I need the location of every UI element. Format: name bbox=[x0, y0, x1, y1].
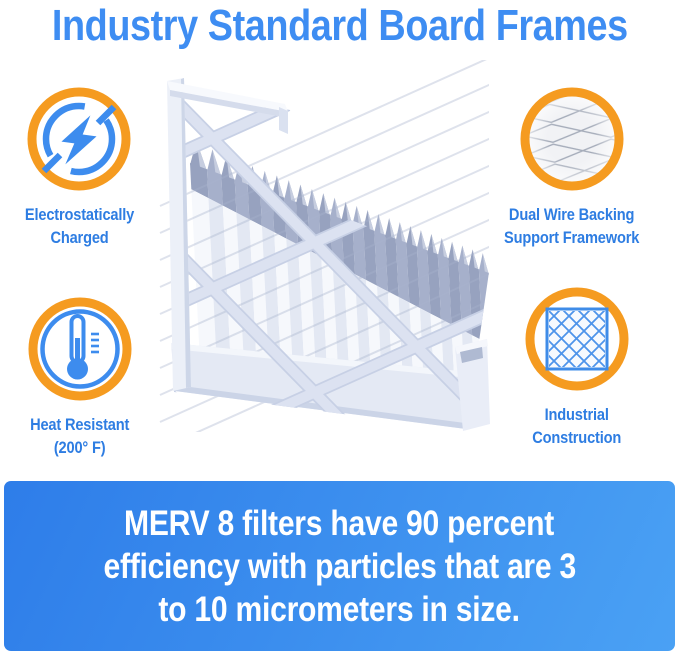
feature-electrostatically-charged: Electrostatically Charged bbox=[9, 86, 149, 249]
lattice-grid-icon bbox=[525, 287, 629, 391]
feature-industrial-construction: Industrial Construction bbox=[497, 286, 657, 449]
feature-label: Electrostatically Charged bbox=[24, 205, 134, 247]
page-title: Industry Standard Board Frames bbox=[51, 1, 628, 50]
wire-mesh-icon bbox=[520, 87, 624, 191]
feature-label: Heat Resistant (200° F) bbox=[30, 415, 130, 457]
feature-label: Industrial Construction bbox=[532, 405, 622, 447]
merv-rating-banner: MERV 8 filters have 90 percent efficienc… bbox=[4, 481, 675, 651]
banner-line: efficiency with particles that are 3 bbox=[103, 546, 576, 586]
thermometer-icon bbox=[28, 297, 132, 401]
lightning-icon bbox=[27, 87, 131, 191]
feature-dual-wire-backing: Dual Wire Backing Support Framework bbox=[492, 86, 652, 249]
feature-heat-resistant: Heat Resistant (200° F) bbox=[10, 296, 150, 459]
banner-line: to 10 micrometers in size. bbox=[158, 589, 521, 629]
banner-line: MERV 8 filters have 90 percent bbox=[124, 503, 555, 543]
feature-label: Dual Wire Backing Support Framework bbox=[504, 205, 640, 247]
